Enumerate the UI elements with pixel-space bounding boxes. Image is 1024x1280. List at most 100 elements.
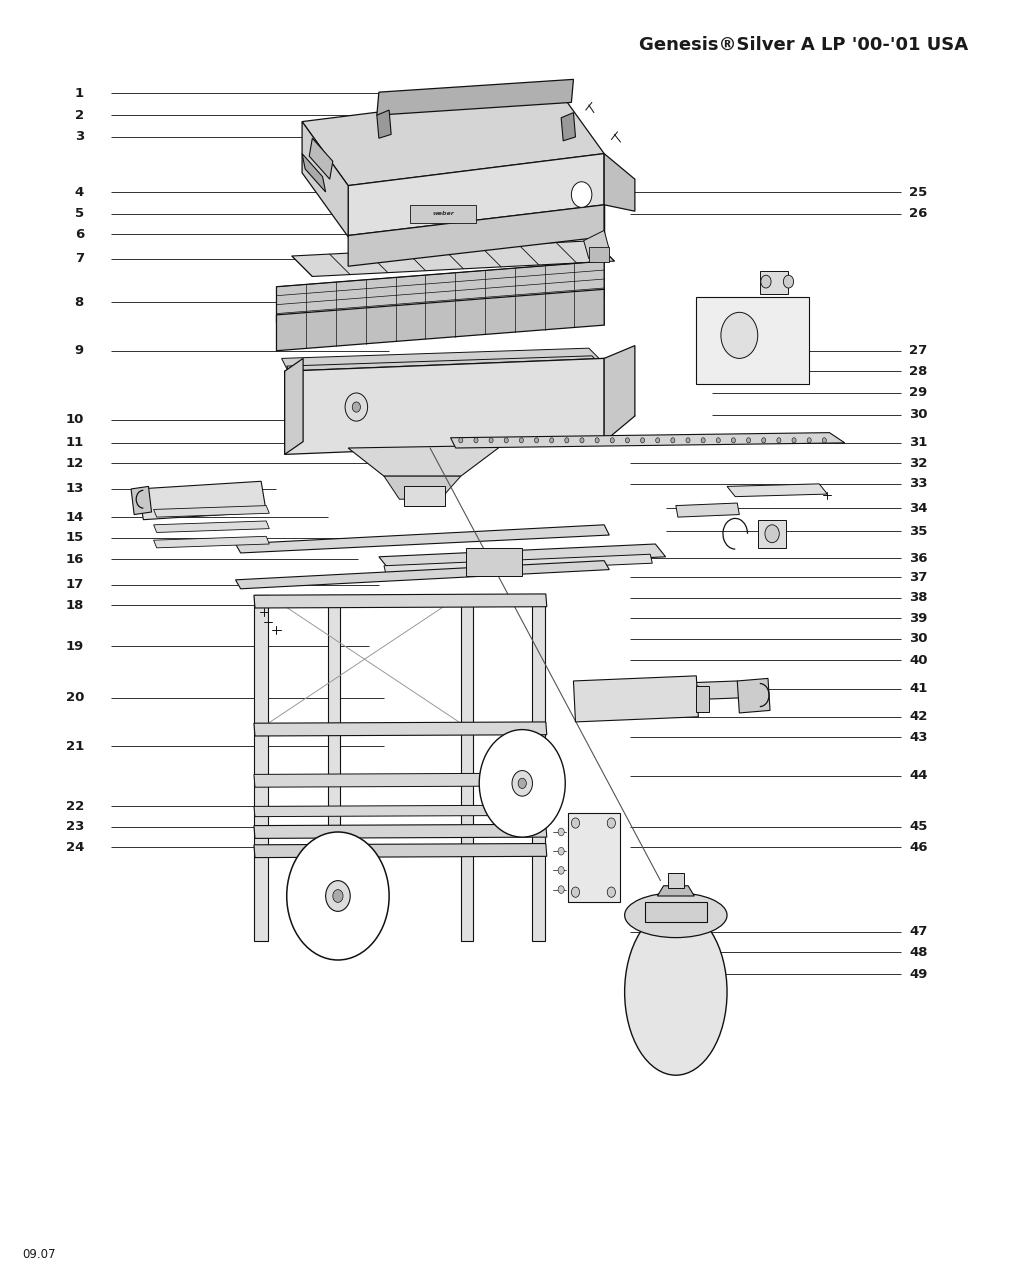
Circle shape: [550, 438, 554, 443]
Polygon shape: [236, 561, 609, 589]
Circle shape: [701, 438, 706, 443]
Text: 36: 36: [909, 552, 928, 564]
Text: 45: 45: [909, 820, 928, 833]
Text: 2: 2: [75, 109, 84, 122]
Ellipse shape: [625, 909, 727, 1075]
Circle shape: [565, 438, 569, 443]
Polygon shape: [348, 154, 604, 236]
Bar: [254, 595, 268, 941]
Circle shape: [558, 886, 564, 893]
Bar: [668, 873, 684, 888]
Polygon shape: [573, 676, 698, 722]
Text: 9: 9: [75, 344, 84, 357]
Circle shape: [345, 393, 368, 421]
Circle shape: [716, 438, 720, 443]
Polygon shape: [282, 348, 599, 369]
Polygon shape: [584, 230, 609, 259]
Text: 32: 32: [909, 457, 928, 470]
Circle shape: [459, 438, 463, 443]
Circle shape: [777, 438, 781, 443]
Polygon shape: [292, 241, 614, 276]
Polygon shape: [379, 544, 666, 570]
Polygon shape: [285, 358, 303, 454]
Text: 10: 10: [66, 413, 84, 426]
Text: 16: 16: [66, 553, 84, 566]
Text: 23: 23: [66, 820, 84, 833]
Text: 11: 11: [66, 436, 84, 449]
Text: 33: 33: [909, 477, 928, 490]
Polygon shape: [451, 433, 845, 448]
Text: 40: 40: [909, 654, 928, 667]
Polygon shape: [302, 122, 348, 237]
Polygon shape: [384, 476, 461, 499]
Polygon shape: [561, 113, 575, 141]
Text: 6: 6: [75, 228, 84, 241]
Text: 30: 30: [909, 408, 928, 421]
Polygon shape: [292, 364, 605, 384]
Polygon shape: [635, 681, 748, 701]
Text: 39: 39: [909, 612, 928, 625]
Circle shape: [610, 438, 614, 443]
Circle shape: [807, 438, 811, 443]
Bar: [532, 595, 545, 941]
Polygon shape: [676, 503, 739, 517]
Bar: [328, 595, 340, 941]
Circle shape: [571, 182, 592, 207]
Polygon shape: [377, 110, 391, 138]
Polygon shape: [302, 379, 611, 399]
Text: 22: 22: [66, 800, 84, 813]
Circle shape: [822, 438, 826, 443]
Text: 15: 15: [66, 531, 84, 544]
Circle shape: [671, 438, 675, 443]
Polygon shape: [604, 346, 635, 442]
Circle shape: [580, 438, 584, 443]
Bar: [645, 902, 707, 922]
Circle shape: [287, 832, 389, 960]
Circle shape: [535, 438, 539, 443]
Polygon shape: [154, 506, 269, 517]
Polygon shape: [377, 79, 573, 115]
Text: 37: 37: [909, 571, 928, 584]
Text: 24: 24: [66, 841, 84, 854]
Circle shape: [479, 730, 565, 837]
Text: 20: 20: [66, 691, 84, 704]
Circle shape: [607, 887, 615, 897]
Text: 4: 4: [75, 186, 84, 198]
Polygon shape: [131, 486, 152, 515]
Circle shape: [352, 402, 360, 412]
Polygon shape: [154, 536, 269, 548]
Text: 27: 27: [909, 344, 928, 357]
Circle shape: [333, 890, 343, 902]
Text: 48: 48: [909, 946, 928, 959]
Text: 5: 5: [75, 207, 84, 220]
Circle shape: [519, 438, 523, 443]
Text: 35: 35: [909, 525, 928, 538]
Polygon shape: [254, 844, 547, 858]
Circle shape: [474, 438, 478, 443]
Bar: [568, 813, 620, 902]
Ellipse shape: [625, 893, 727, 937]
Polygon shape: [254, 594, 547, 608]
Circle shape: [558, 847, 564, 855]
Text: 3: 3: [75, 131, 84, 143]
Polygon shape: [254, 805, 547, 817]
Text: 38: 38: [909, 591, 928, 604]
Circle shape: [558, 867, 564, 874]
Text: 46: 46: [909, 841, 928, 854]
Circle shape: [783, 275, 794, 288]
Text: 18: 18: [66, 599, 84, 612]
Bar: [410, 205, 476, 223]
Polygon shape: [254, 722, 547, 736]
Circle shape: [762, 438, 766, 443]
Circle shape: [518, 778, 526, 788]
Polygon shape: [254, 824, 547, 838]
Text: 14: 14: [66, 511, 84, 524]
Circle shape: [721, 312, 758, 358]
Text: 28: 28: [909, 365, 928, 378]
Polygon shape: [297, 371, 608, 392]
Text: 1: 1: [75, 87, 84, 100]
Bar: [589, 247, 609, 262]
Text: 29: 29: [909, 387, 928, 399]
Text: 21: 21: [66, 740, 84, 753]
Polygon shape: [737, 678, 770, 713]
